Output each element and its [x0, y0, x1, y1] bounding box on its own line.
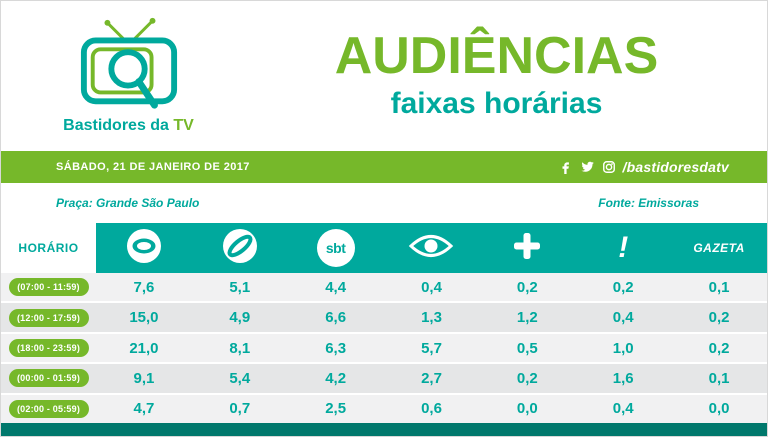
rating-value: 1,6: [612, 369, 634, 387]
table-row: (02:00 - 05:59) 4,7 0,7 2,5 0,6 0,0 0,4 …: [1, 394, 767, 424]
rating-value: 1,3: [421, 309, 442, 327]
rating-value: 5,1: [229, 278, 251, 296]
tv-logo-icon: [80, 17, 177, 109]
channel-header-row: sbt ! GAZETA: [96, 223, 767, 273]
rating-value: 0,1: [708, 278, 730, 296]
rating-value: 6,3: [325, 339, 347, 357]
rating-value: 5,7: [421, 339, 442, 357]
time-range-badge: (18:00 - 23:59): [8, 339, 89, 358]
row-values: 7,6 5,1 4,4 0,4 0,2 0,2 0,1: [96, 273, 767, 301]
time-range-badge: (02:00 - 05:59): [8, 399, 89, 418]
instagram-icon[interactable]: [602, 160, 616, 174]
plus-cross-icon: [514, 232, 541, 259]
rating-value: 7,6: [133, 278, 155, 296]
row-values: 4,7 0,7 2,5 0,6 0,0 0,4 0,0: [96, 395, 767, 423]
rating-value: 4,4: [325, 278, 347, 296]
rating-value: 9,1: [133, 369, 155, 387]
time-range-badge: (12:00 - 17:59): [8, 308, 89, 327]
table-row: (12:00 - 17:59) 15,0 4,9 6,6 1,3 1,2 0,4…: [1, 303, 767, 332]
rating-value: 1,2: [516, 309, 538, 327]
page-title: AUDIÊNCIAS: [334, 27, 659, 85]
row-values: 9,1 5,4 4,2 2,7 0,2 1,6 0,1: [96, 364, 767, 392]
date-label: SÁBADO, 21 DE JANEIRO DE 2017: [56, 161, 250, 173]
channel-globo: [125, 227, 163, 270]
brand-name: Bastidores da TV: [63, 117, 194, 135]
rating-value: 0,5: [516, 339, 538, 357]
globo-icon: [126, 228, 161, 263]
rating-value: 0,2: [708, 309, 730, 327]
rating-value: 0,2: [708, 339, 730, 357]
sbt-label: sbt: [325, 240, 346, 256]
time-cell: (02:00 - 05:59): [1, 395, 96, 423]
social-handle[interactable]: /bastidoresdatv: [622, 159, 729, 175]
brand-name-prefix: Bastidores da: [63, 117, 174, 134]
rating-value: 4,9: [229, 309, 251, 327]
time-cell: (18:00 - 23:59): [1, 334, 96, 362]
time-cell: (12:00 - 17:59): [1, 303, 96, 331]
channel-record: [221, 227, 259, 270]
rating-value: 0,4: [612, 400, 634, 418]
page-subtitle: faixas horárias: [390, 86, 603, 120]
rating-value: 0,2: [516, 278, 538, 296]
rating-value: 0,0: [516, 400, 538, 418]
table-row: (18:00 - 23:59) 21,0 8,1 6,3 5,7 0,5 1,0…: [1, 333, 767, 363]
row-values: 15,0 4,9 6,6 1,3 1,2 0,4 0,2: [96, 303, 767, 331]
meta-strip: Praça: Grande São Paulo Fonte: Emissoras: [1, 183, 767, 223]
rating-value: 21,0: [129, 339, 159, 357]
rating-value: 0,6: [421, 400, 442, 418]
sbt-icon: sbt: [316, 229, 355, 267]
rating-value: 2,5: [325, 400, 347, 418]
rating-value: 0,7: [229, 400, 251, 418]
eye-icon: [409, 234, 454, 257]
channel-plus: [512, 231, 542, 266]
time-range-badge: (00:00 - 01:59): [8, 369, 89, 388]
rating-value: 0,4: [612, 309, 634, 327]
header: Bastidores da TV AUDIÊNCIAS faixas horár…: [1, 1, 767, 151]
footer-bar: [1, 423, 767, 436]
exclamation-icon: !: [618, 231, 629, 264]
rating-value: 0,1: [708, 369, 730, 387]
facebook-icon[interactable]: [559, 160, 573, 174]
table-row: (07:00 - 11:59) 7,6 5,1 4,4 0,4 0,2 0,2 …: [1, 273, 767, 302]
rating-value: 4,2: [325, 369, 347, 387]
rating-value: 0,2: [612, 278, 634, 296]
rating-value: 4,7: [133, 400, 155, 418]
social-links: /bastidoresdatv: [559, 159, 729, 175]
twitter-icon[interactable]: [580, 160, 595, 174]
record-icon: [222, 228, 257, 263]
title-block: AUDIÊNCIAS faixas horárias: [256, 1, 767, 151]
place-label: Praça: Grande São Paulo: [56, 196, 200, 210]
table-row: (00:00 - 01:59) 9,1 5,4 4,2 2,7 0,2 1,6 …: [1, 364, 767, 393]
rating-value: 0,4: [421, 278, 442, 296]
gazeta-icon: GAZETA: [693, 241, 745, 255]
rating-value: 8,1: [229, 339, 251, 357]
channel-eye: [408, 231, 454, 266]
rating-value: 5,4: [229, 369, 251, 387]
rating-value: 0,2: [516, 369, 538, 387]
source-label: Fonte: Emissoras: [598, 196, 699, 210]
horario-header: HORÁRIO: [1, 223, 96, 273]
rating-value: 2,7: [421, 369, 442, 387]
time-cell: (00:00 - 01:59): [1, 364, 96, 392]
table-header: HORÁRIO sbt: [1, 223, 767, 273]
row-values: 21,0 8,1 6,3 5,7 0,5 1,0 0,2: [96, 334, 767, 362]
rating-value: 6,6: [325, 309, 347, 327]
rating-value: 15,0: [129, 309, 159, 327]
rating-value: 0,0: [708, 400, 730, 418]
time-range-badge: (07:00 - 11:59): [8, 278, 89, 297]
rating-value: 1,0: [612, 339, 634, 357]
brand-name-suffix: TV: [173, 117, 194, 134]
table-body: (07:00 - 11:59) 7,6 5,1 4,4 0,4 0,2 0,2 …: [1, 273, 767, 424]
date-bar: SÁBADO, 21 DE JANEIRO DE 2017 /bastidore…: [1, 151, 767, 183]
brand-logo: Bastidores da TV: [1, 1, 256, 151]
time-cell: (07:00 - 11:59): [1, 273, 96, 301]
